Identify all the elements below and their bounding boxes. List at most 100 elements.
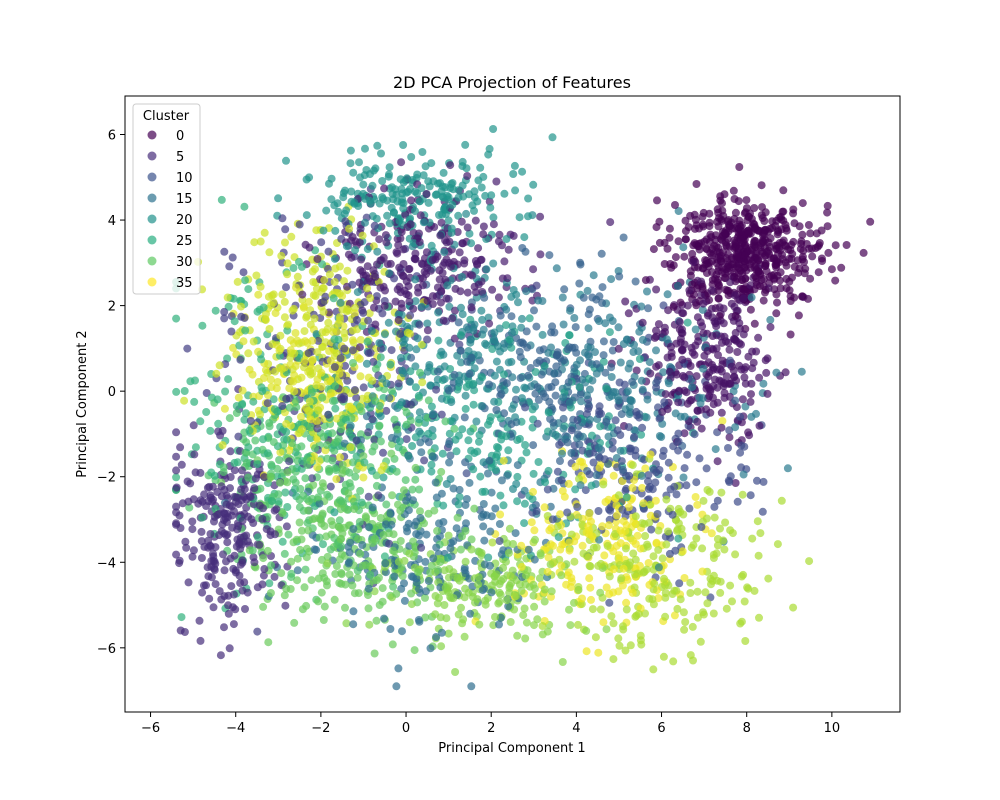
data-point	[747, 390, 755, 399]
data-point	[709, 365, 717, 374]
data-point	[403, 322, 412, 331]
data-point	[585, 385, 594, 394]
data-point	[666, 260, 675, 268]
data-point	[267, 561, 276, 570]
data-point	[644, 559, 653, 567]
data-point	[773, 230, 782, 239]
data-point	[485, 197, 494, 206]
data-point	[259, 504, 267, 513]
data-point	[837, 263, 846, 272]
data-point	[245, 365, 254, 374]
data-point	[649, 245, 658, 254]
data-point	[508, 404, 517, 413]
data-point	[461, 140, 470, 149]
data-point	[225, 262, 234, 271]
data-point	[460, 413, 469, 422]
data-point	[351, 246, 360, 255]
data-point	[671, 253, 680, 262]
data-point	[688, 249, 697, 258]
data-point	[331, 570, 340, 578]
data-point	[555, 440, 564, 449]
data-point	[225, 501, 234, 510]
data-point	[172, 466, 181, 475]
data-point	[788, 273, 796, 282]
data-point	[400, 596, 409, 605]
data-point	[269, 290, 278, 299]
data-point	[424, 576, 433, 585]
data-point	[220, 529, 229, 538]
data-point	[364, 604, 373, 613]
data-point	[692, 372, 701, 381]
data-point	[500, 189, 509, 198]
y-axis-label: Principal Component 2	[75, 330, 90, 477]
data-point	[469, 400, 478, 409]
data-point	[444, 629, 453, 638]
data-point	[379, 473, 388, 482]
data-point	[516, 374, 525, 382]
data-point	[776, 284, 785, 293]
data-point	[291, 362, 300, 371]
data-point	[172, 387, 181, 396]
data-point	[678, 355, 687, 364]
data-point	[282, 283, 290, 292]
data-point	[558, 293, 567, 302]
data-point	[177, 460, 186, 469]
data-point	[332, 414, 341, 423]
data-point	[359, 180, 368, 189]
data-point	[583, 391, 591, 400]
data-point	[376, 514, 385, 522]
data-point	[287, 557, 296, 566]
data-point	[198, 321, 207, 330]
data-point	[317, 588, 326, 597]
data-point	[188, 552, 197, 561]
data-point	[727, 299, 736, 308]
data-point	[652, 538, 661, 547]
data-point	[729, 366, 738, 375]
data-point	[596, 605, 605, 614]
data-point	[369, 266, 378, 275]
data-point	[682, 388, 691, 397]
data-point	[293, 272, 302, 281]
data-point	[329, 294, 338, 303]
data-point	[736, 448, 745, 457]
data-point	[420, 456, 429, 465]
data-point	[415, 238, 424, 246]
data-point	[609, 565, 618, 574]
data-point	[755, 613, 763, 622]
data-point	[540, 585, 549, 594]
data-point	[538, 630, 547, 639]
data-point	[638, 423, 647, 432]
data-point	[390, 274, 399, 283]
data-point	[754, 551, 763, 560]
data-point	[462, 519, 470, 528]
data-point	[349, 620, 358, 629]
data-point	[315, 533, 324, 542]
data-point	[305, 243, 314, 252]
data-point	[351, 472, 360, 481]
data-point	[758, 214, 767, 222]
data-point	[224, 609, 233, 618]
data-point	[607, 391, 616, 400]
data-point	[668, 510, 677, 519]
data-point	[692, 478, 701, 487]
data-point	[750, 204, 759, 212]
data-point	[455, 248, 464, 257]
data-point	[325, 347, 334, 355]
data-point	[482, 265, 491, 274]
data-point	[559, 424, 568, 433]
data-point	[292, 283, 300, 292]
data-point	[470, 504, 479, 513]
data-point	[719, 536, 728, 545]
data-point	[761, 288, 769, 297]
data-point	[241, 276, 249, 285]
data-point	[314, 336, 323, 345]
data-point	[671, 546, 680, 555]
data-point	[468, 271, 477, 280]
data-point	[215, 361, 224, 370]
data-point	[190, 450, 199, 459]
data-point	[226, 473, 235, 481]
data-point	[485, 380, 493, 389]
data-point	[266, 375, 275, 384]
data-point	[344, 489, 353, 498]
data-point	[334, 207, 343, 216]
